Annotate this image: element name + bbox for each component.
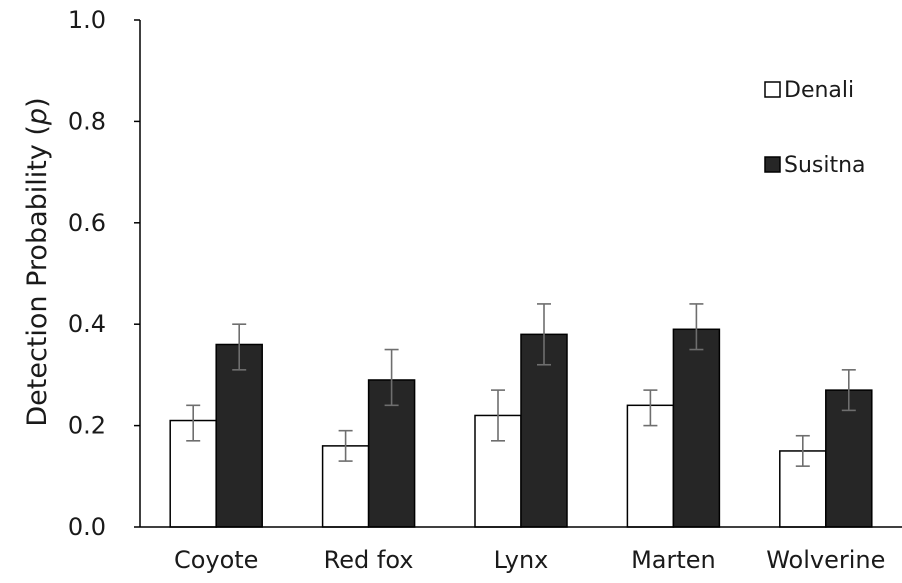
plot-area [169, 303, 873, 528]
bar-susitna-marten [672, 328, 721, 528]
error-bar-denali-wolverine [795, 434, 810, 467]
legend-swatch [764, 156, 781, 173]
y-tick-label: 0.0 [68, 513, 106, 541]
y-tick-label: 0.8 [68, 107, 106, 135]
x-axis-ticks: Coyote Red fox Lynx Marten Wolverine [174, 546, 885, 574]
y-tick-label: 1.0 [68, 6, 106, 34]
error-bar-susitna-coyote [232, 323, 247, 371]
error-bar-susitna-red-fox [384, 348, 399, 407]
bar-susitna-wolverine [825, 389, 873, 528]
error-bar-denali-marten [643, 389, 658, 427]
error-bar-susitna-wolverine [841, 369, 856, 412]
error-bar-denali-lynx [491, 389, 505, 442]
x-tick-label: Coyote [174, 546, 259, 574]
error-bar-susitna-lynx [537, 303, 551, 366]
y-tick-label: 0.4 [68, 310, 106, 338]
y-tick-label: 0.2 [68, 412, 106, 440]
error-bar-denali-red-fox [338, 429, 353, 462]
error-bar-denali-coyote [186, 404, 201, 442]
y-axis-ticks: 0.0 0.2 0.4 0.6 0.8 1.0 [68, 6, 106, 541]
legend-item-susitna: Susitna [764, 153, 866, 178]
x-tick-label: Lynx [494, 546, 549, 574]
legend-swatch [764, 81, 781, 98]
legend-label: Denali [784, 78, 854, 103]
legend-item-denali: Denali [764, 78, 854, 103]
y-tick-label: 0.6 [68, 209, 106, 237]
axes [134, 19, 902, 528]
x-tick-label: Red fox [324, 546, 414, 574]
legend-label: Susitna [784, 153, 866, 178]
legend: Denali Susitna [764, 78, 866, 178]
x-tick-label: Marten [631, 546, 716, 574]
error-bar-susitna-marten [689, 303, 704, 351]
bar-susitna-coyote [215, 343, 263, 528]
y-axis-label: Detection Probability (p) [22, 97, 53, 426]
x-tick-label: Wolverine [766, 546, 885, 574]
